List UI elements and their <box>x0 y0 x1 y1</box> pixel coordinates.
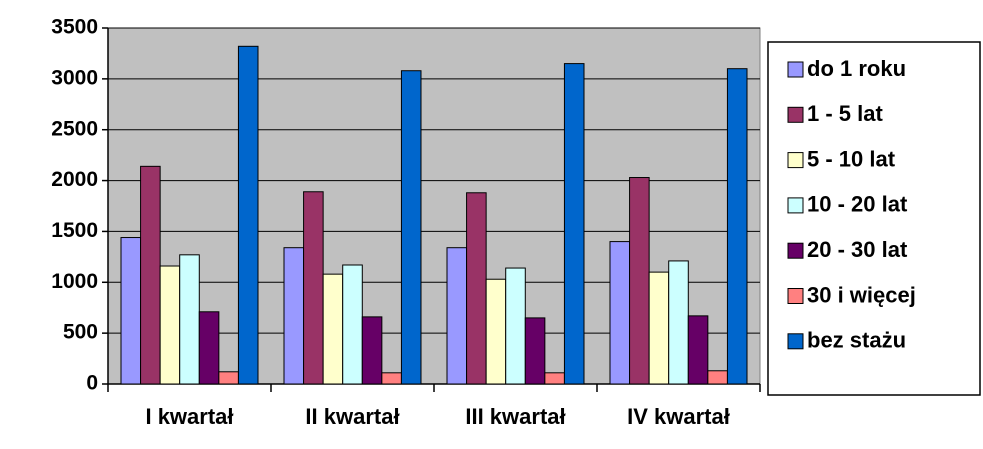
legend-swatch <box>787 288 804 304</box>
y-tick-label: 1500 <box>51 219 98 242</box>
bar <box>544 372 565 385</box>
legend-swatch <box>787 152 804 169</box>
bar <box>283 247 305 385</box>
bar <box>342 264 363 385</box>
legend-label: 20 - 30 lat <box>807 237 908 262</box>
bar <box>726 68 748 385</box>
y-tick-label: 2000 <box>51 168 98 191</box>
y-tick-label: 3000 <box>51 66 98 89</box>
bar <box>218 371 239 385</box>
legend-swatch <box>787 242 804 259</box>
legend-swatch <box>787 333 804 350</box>
bar <box>361 316 383 385</box>
x-tick-label: II kwartał <box>305 404 399 429</box>
bar <box>707 370 728 385</box>
legend-label: 5 - 10 lat <box>807 146 896 171</box>
x-tick-label: III kwartał <box>465 404 565 429</box>
y-tick-label: 3500 <box>51 16 98 39</box>
legend-label: 30 i więcej <box>807 282 916 307</box>
bar <box>322 273 344 385</box>
bar <box>381 372 402 385</box>
x-tick-label: IV kwartał <box>627 404 730 429</box>
legend-label: do 1 roku <box>807 56 906 81</box>
legend-label: bez stażu <box>807 328 906 353</box>
bar <box>629 177 650 385</box>
bar <box>563 63 585 385</box>
bar <box>179 254 200 385</box>
y-tick-label: 1000 <box>51 270 98 293</box>
y-tick-label: 500 <box>63 321 98 344</box>
bar <box>648 271 670 385</box>
legend-swatch <box>787 197 804 214</box>
bar <box>446 247 468 385</box>
bar <box>303 191 324 385</box>
legend-swatch <box>787 106 804 123</box>
bar <box>505 267 526 385</box>
legend-label: 1 - 5 lat <box>807 101 883 126</box>
bar <box>485 278 507 385</box>
x-tick-label: I kwartał <box>145 404 233 429</box>
legend-swatch <box>787 61 804 78</box>
bar <box>159 265 181 385</box>
legend-label: 10 - 20 lat <box>807 192 908 217</box>
bar <box>466 192 487 385</box>
bar <box>524 317 546 385</box>
bar <box>400 70 422 385</box>
bar <box>687 315 709 385</box>
bar <box>609 241 631 385</box>
bar <box>668 260 689 385</box>
y-tick-label: 2500 <box>51 117 98 140</box>
y-tick-label: 0 <box>86 372 98 395</box>
bar <box>120 237 142 385</box>
bar <box>140 165 161 385</box>
bar <box>198 311 220 385</box>
bar <box>237 45 259 385</box>
